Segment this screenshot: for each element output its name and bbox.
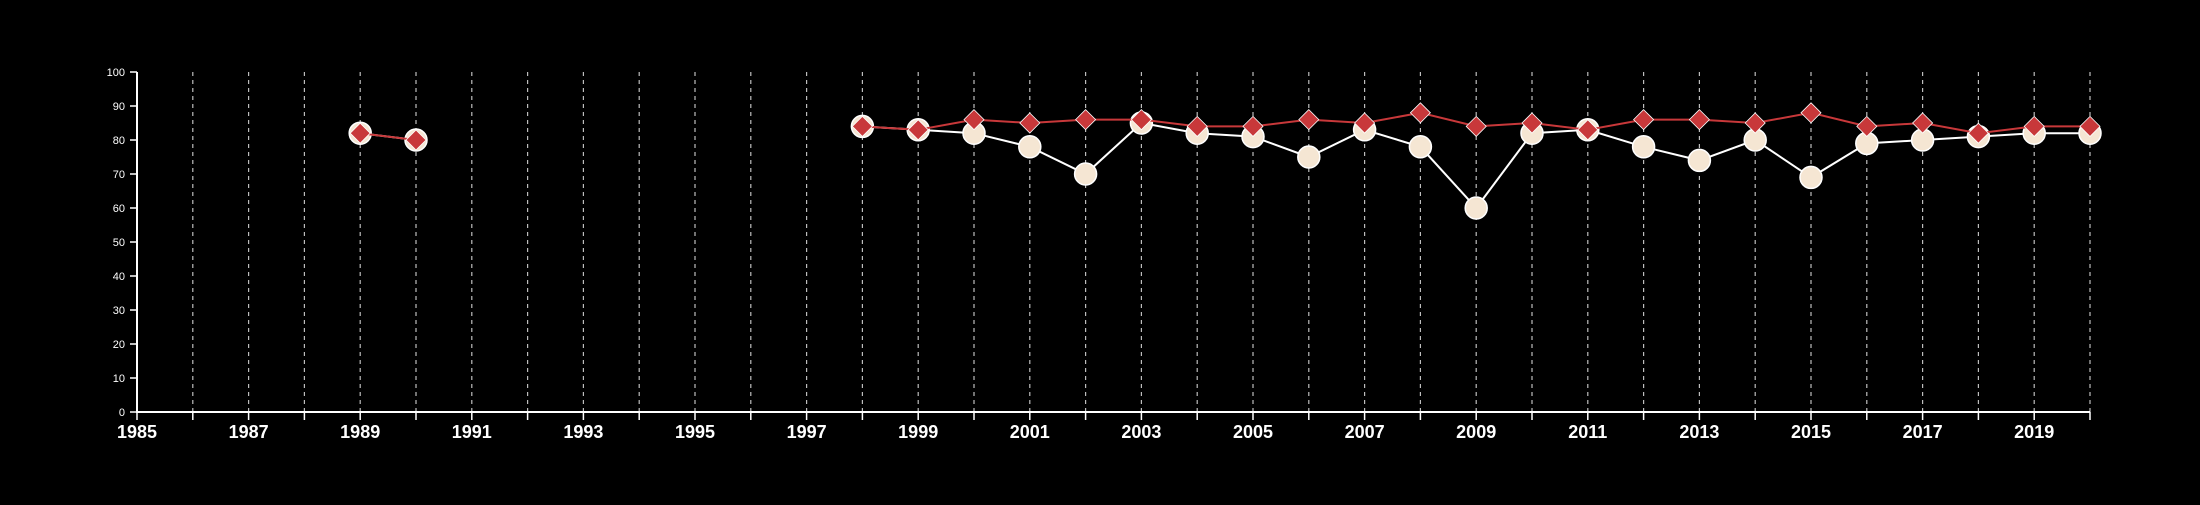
point-circle-2013 xyxy=(1687,148,1712,173)
x-tick-label-1989: 1989 xyxy=(340,422,380,442)
y-tick-label-40: 40 xyxy=(113,271,125,283)
point-diamond-2012 xyxy=(1633,109,1655,131)
point-diamond-2020 xyxy=(2079,115,2101,137)
point-diamond-2010 xyxy=(1521,112,1543,134)
y-tick-label-0: 0 xyxy=(119,407,125,419)
point-diamond-2011 xyxy=(1577,119,1599,141)
point-diamond-2017 xyxy=(1912,112,1934,134)
point-diamond-2009 xyxy=(1465,115,1487,137)
point-circle-2001 xyxy=(1018,135,1042,159)
x-tick-label-2009: 2009 xyxy=(1456,422,1496,442)
x-tick-label-1999: 1999 xyxy=(898,422,938,442)
y-tick-label-30: 30 xyxy=(113,305,125,317)
point-diamond-2008 xyxy=(1409,102,1431,124)
y-tick-label-10: 10 xyxy=(113,373,125,385)
point-circle-2006 xyxy=(1297,145,1321,169)
point-circle-2002 xyxy=(1073,162,1098,186)
x-tick-label-1997: 1997 xyxy=(787,422,827,442)
point-circle-2008 xyxy=(1408,135,1433,159)
x-tick-label-2011: 2011 xyxy=(1568,422,1607,442)
point-diamond-2001 xyxy=(1019,112,1041,134)
point-circle-2009 xyxy=(1464,196,1488,220)
y-tick-label-60: 60 xyxy=(113,203,125,215)
point-diamond-2007 xyxy=(1354,112,1376,134)
y-tick-label-20: 20 xyxy=(113,339,125,351)
x-tick-label-2013: 2013 xyxy=(1679,422,1719,442)
axes: 0 10 20 30 40 50 60 70 80 90 100 1985 1987 1989 1991 19… xyxy=(107,67,2091,442)
point-diamond-2005 xyxy=(1242,115,1264,137)
point-diamond-2004 xyxy=(1186,115,1208,137)
point-diamond-1989 xyxy=(349,122,371,144)
series-group xyxy=(348,102,2102,220)
point-diamond-2016 xyxy=(1856,115,1878,137)
x-tick-label-1987: 1987 xyxy=(229,422,269,442)
x-tick-label-2017: 2017 xyxy=(1903,422,1943,442)
point-diamond-2013 xyxy=(1688,109,1710,131)
x-tick-label-2019: 2019 xyxy=(2014,422,2054,442)
x-tick-label-1993: 1993 xyxy=(563,422,603,442)
x-tick-label-2001: 2001 xyxy=(1010,422,1050,442)
point-diamond-2006 xyxy=(1298,109,1320,131)
series-diamond xyxy=(349,102,2101,151)
x-tick-label-2007: 2007 xyxy=(1345,422,1385,442)
series-circle xyxy=(348,111,2102,220)
point-diamond-1990 xyxy=(405,129,427,151)
point-diamond-2002 xyxy=(1075,109,1097,131)
point-diamond-1999 xyxy=(907,119,929,141)
x-tick-label-1991: 1991 xyxy=(452,422,492,442)
y-tick-label-50: 50 xyxy=(113,237,125,249)
point-diamond-2018 xyxy=(1967,122,1989,144)
point-circle-2012 xyxy=(1631,135,1656,159)
point-diamond-1998 xyxy=(851,115,873,137)
point-diamond-2003 xyxy=(1130,109,1152,131)
x-tick-label-1995: 1995 xyxy=(675,422,715,442)
y-tick-label-80: 80 xyxy=(113,135,125,147)
x-tick-label-2015: 2015 xyxy=(1791,422,1831,442)
vertical-grid xyxy=(192,72,2091,412)
y-tick-label-90: 90 xyxy=(113,101,125,113)
y-tick-label-70: 70 xyxy=(113,169,125,181)
point-circle-2015 xyxy=(1799,165,1823,190)
point-diamond-2014 xyxy=(1744,112,1766,134)
y-tick-label-100: 100 xyxy=(107,67,125,79)
point-diamond-2015 xyxy=(1800,102,1822,124)
x-tick-label-2003: 2003 xyxy=(1121,422,1161,442)
x-tick-label-2005: 2005 xyxy=(1233,422,1273,442)
point-diamond-2000 xyxy=(963,109,985,131)
point-diamond-2019 xyxy=(2023,115,2045,137)
x-tick-label-1985: 1985 xyxy=(117,422,157,442)
